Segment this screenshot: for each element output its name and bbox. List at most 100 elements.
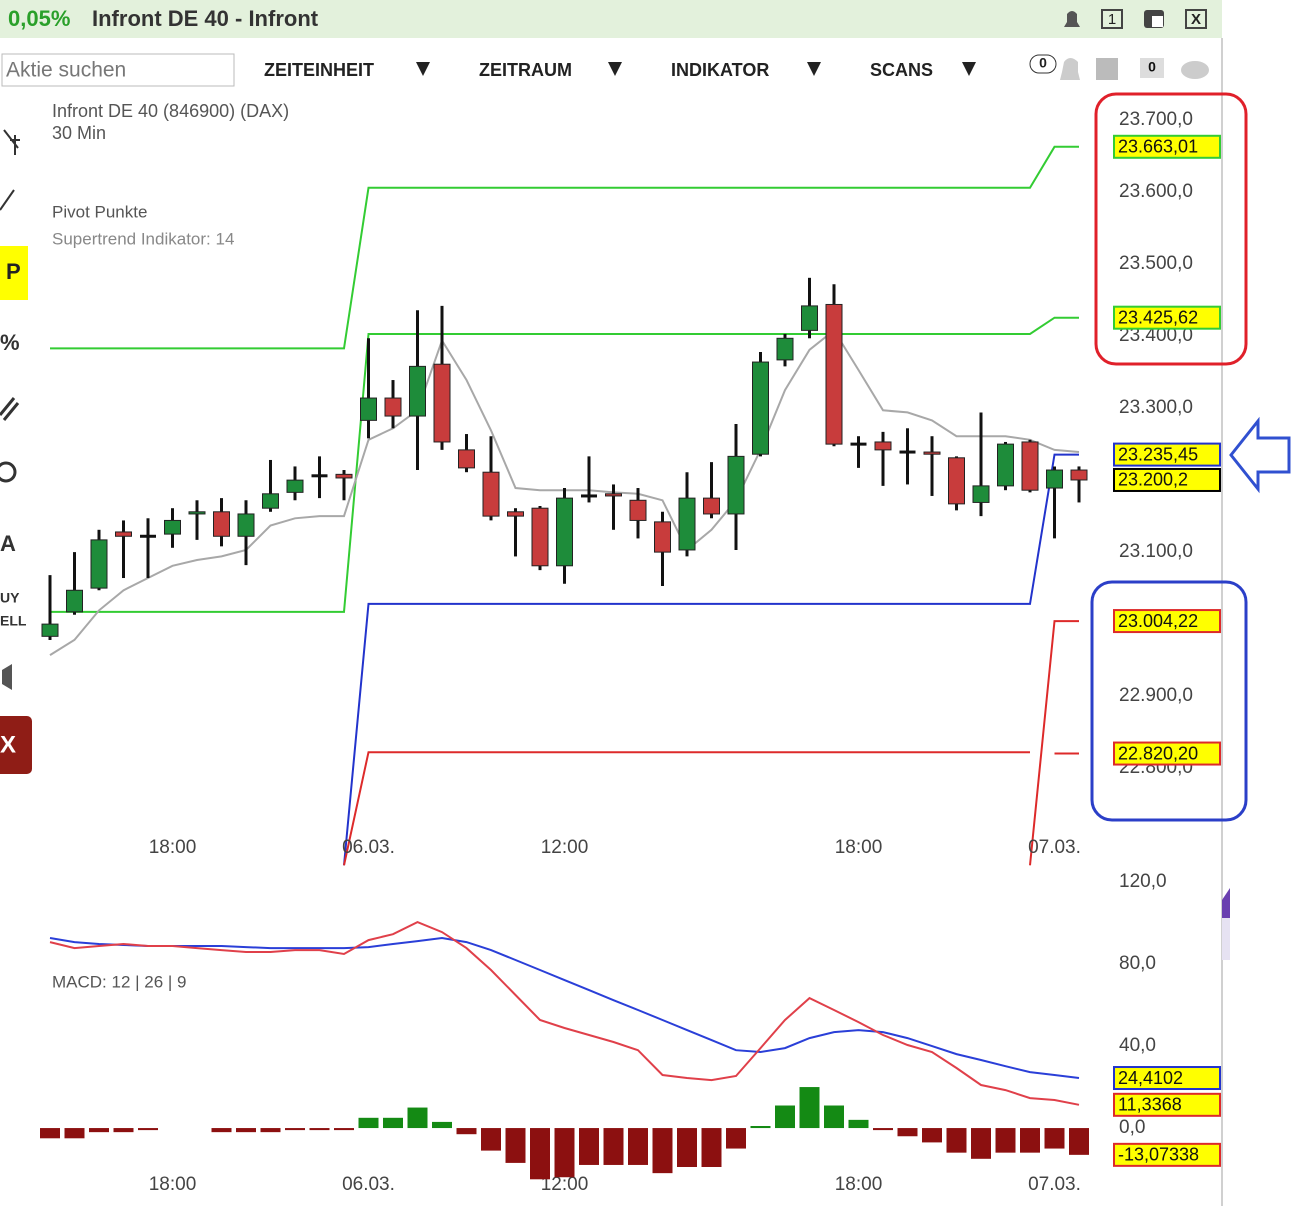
macd-line xyxy=(49,936,1080,1079)
menu-scans[interactable]: SCANS xyxy=(870,60,933,80)
tool-channel[interactable] xyxy=(0,397,20,421)
y-tick-label: 120,0 xyxy=(1119,871,1167,892)
candle-body xyxy=(531,507,549,567)
candle-body xyxy=(433,363,451,443)
candle-body xyxy=(237,513,255,537)
y-tick-label: 22.900,0 xyxy=(1119,685,1193,706)
candle-body xyxy=(874,441,892,451)
menu-arrow[interactable] xyxy=(807,62,821,76)
histogram-bar xyxy=(260,1128,281,1133)
y-tick-label: 80,0 xyxy=(1119,953,1156,974)
x-tick-label: 18:00 xyxy=(835,837,883,858)
price-label: 23.235,45 xyxy=(1118,444,1198,464)
side-strip xyxy=(1222,918,1230,960)
pivot-line xyxy=(343,453,1079,866)
tool-crosshair[interactable] xyxy=(3,129,20,155)
x-tick-label: 18:00 xyxy=(149,837,197,858)
price-label-box xyxy=(1113,134,1221,159)
change-percent: 0,05% xyxy=(8,6,70,31)
candle-body xyxy=(556,497,573,567)
menu-arrow[interactable] xyxy=(416,62,430,76)
x-tick-label: 18:00 xyxy=(149,1174,197,1195)
menu-indikator[interactable]: INDIKATOR xyxy=(671,60,769,80)
candle-body xyxy=(458,449,475,469)
tool-circle[interactable] xyxy=(0,461,17,483)
histogram-bar xyxy=(824,1105,844,1129)
side-handle[interactable] xyxy=(1222,888,1230,918)
tool-delete-label: X xyxy=(0,731,16,758)
candle-body xyxy=(360,397,377,421)
search-input[interactable] xyxy=(1,53,235,87)
histogram-bar xyxy=(456,1128,477,1135)
tool-line[interactable] xyxy=(0,189,15,211)
price-label: 23.004,22 xyxy=(1118,611,1198,631)
price-label: -13,07338 xyxy=(1118,1145,1199,1165)
tool-sound[interactable] xyxy=(2,664,12,690)
price-label: 11,3368 xyxy=(1118,1095,1182,1115)
candle-body xyxy=(752,361,769,455)
candle-body xyxy=(654,521,671,553)
tool-text[interactable]: A xyxy=(0,531,16,556)
histogram-bar xyxy=(383,1117,403,1129)
tool-buy[interactable]: UY xyxy=(0,590,20,606)
badge-count: 0 xyxy=(1039,55,1047,71)
histogram-bar xyxy=(579,1128,599,1165)
tool-percent[interactable]: % xyxy=(0,330,20,355)
histogram-bar xyxy=(554,1128,575,1178)
histogram-bar xyxy=(995,1128,1016,1153)
histogram-bar xyxy=(701,1128,722,1167)
supertrend-legend: Supertrend Indikator: 14 xyxy=(52,229,234,248)
y-tick-label: 23.500,0 xyxy=(1119,253,1193,274)
close-button-label: X xyxy=(1191,11,1201,28)
alert-icon[interactable] xyxy=(1064,11,1080,27)
histogram-bar xyxy=(40,1128,60,1139)
x-tick-label: 12:00 xyxy=(541,1174,589,1195)
window-button-label: 1 xyxy=(1108,11,1116,28)
tool-sell[interactable]: ELL xyxy=(0,613,27,629)
tool-delete[interactable] xyxy=(0,716,32,774)
histogram-bar xyxy=(358,1117,379,1129)
tool-pivot[interactable] xyxy=(0,246,28,300)
candle-body xyxy=(997,443,1014,487)
y-tick-label: 0,0 xyxy=(1119,1117,1145,1138)
menu-arrow[interactable] xyxy=(608,62,622,76)
badge-count: 0 xyxy=(1148,59,1156,75)
price-label-box xyxy=(1113,1142,1221,1167)
histogram-bar xyxy=(505,1128,526,1163)
pivot-line xyxy=(1029,620,1079,866)
window-title: Infront DE 40 - Infront xyxy=(92,6,319,31)
cloud-icon[interactable] xyxy=(1181,61,1209,79)
price-label: 23.425,62 xyxy=(1118,307,1198,327)
menu-zeiteinheit[interactable]: ZEITEINHEIT xyxy=(264,60,374,80)
window-button[interactable] xyxy=(1101,9,1123,29)
menu-arrow[interactable] xyxy=(962,62,976,76)
candle-body xyxy=(801,305,818,331)
close-button[interactable] xyxy=(1185,9,1207,29)
badge[interactable] xyxy=(1140,58,1164,78)
histogram-bar xyxy=(138,1128,158,1131)
candle-body xyxy=(1021,441,1039,491)
menu-zeitraum[interactable]: ZEITRAUM xyxy=(479,60,572,80)
x-tick-label: 06.03. xyxy=(342,837,395,858)
y-tick-label: 23.600,0 xyxy=(1119,181,1193,202)
badge[interactable] xyxy=(1029,54,1057,74)
overlay: 23.700,0 23.600,0 23.500,0 23.400,0 23.300,0… xyxy=(40,109,1221,1195)
chart-subtitle: 30 Min xyxy=(52,123,106,143)
price-label-box xyxy=(1113,741,1221,766)
alarm-icon[interactable] xyxy=(1060,58,1080,80)
price-label-box xyxy=(1113,1092,1221,1117)
pivot-line xyxy=(50,145,1079,350)
list-icon[interactable] xyxy=(1096,58,1118,80)
histogram-bar xyxy=(285,1128,305,1131)
y-tick-label: 23.100,0 xyxy=(1119,541,1193,562)
histogram-bar xyxy=(652,1128,673,1174)
highlight-box-blue xyxy=(1090,580,1248,822)
candle-body xyxy=(776,337,794,361)
price-label-box xyxy=(1113,1066,1221,1091)
x-tick-label: 18:00 xyxy=(835,1174,883,1195)
candle-body xyxy=(66,589,83,613)
candle-body xyxy=(507,511,524,517)
histogram-bar xyxy=(726,1128,746,1149)
histogram-bar xyxy=(334,1128,354,1131)
histogram-bar xyxy=(922,1128,942,1143)
